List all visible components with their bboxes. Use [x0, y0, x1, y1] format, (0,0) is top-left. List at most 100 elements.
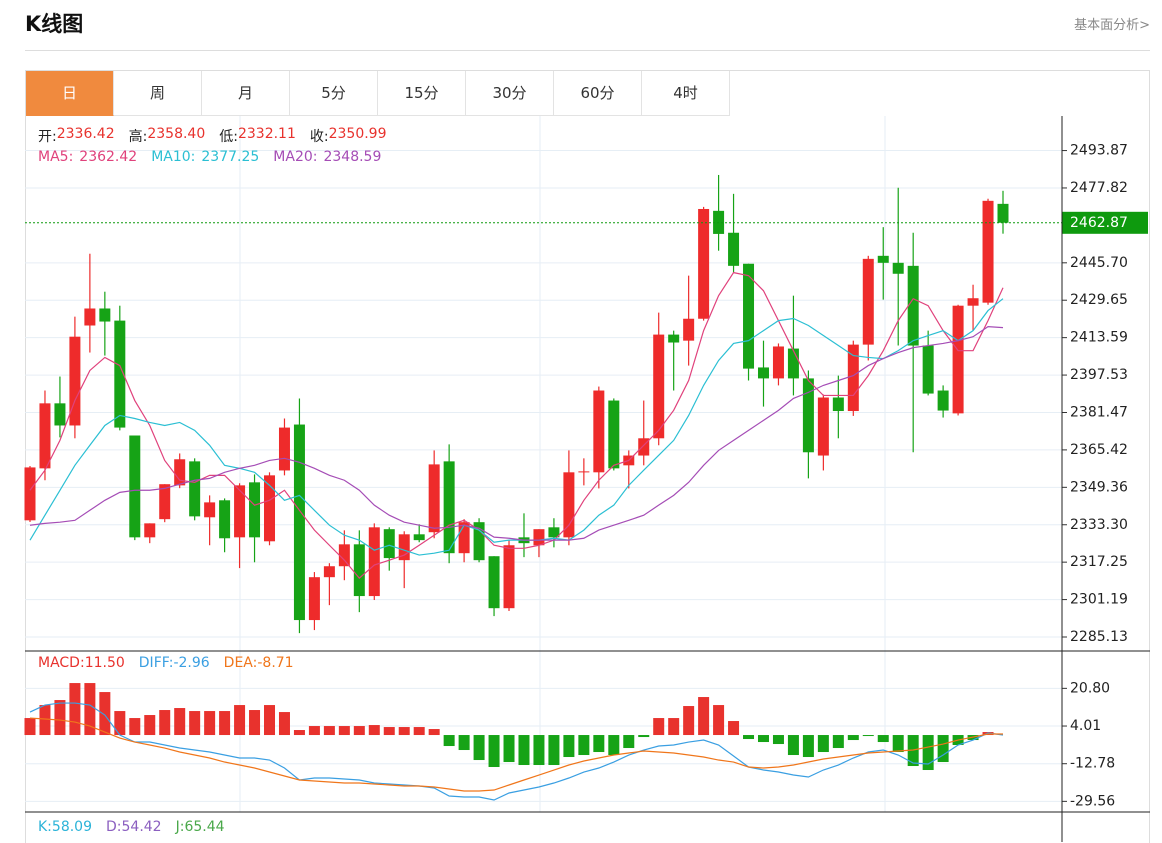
y-tick-label: -29.56: [1070, 793, 1115, 809]
candle-body: [608, 400, 620, 469]
period-tab[interactable]: 30分: [466, 71, 554, 116]
y-tick-label: 2429.65: [1070, 292, 1128, 308]
candle-body: [877, 255, 889, 263]
y-tick-label: 4.01: [1070, 718, 1101, 734]
candle-body: [129, 435, 141, 538]
candle-body: [428, 464, 440, 533]
period-tab[interactable]: 5分: [290, 71, 378, 116]
candle-body: [503, 545, 515, 609]
macd-bar: [368, 725, 380, 736]
candle-body: [338, 544, 350, 567]
period-tab[interactable]: 周: [114, 71, 202, 116]
candle-body: [533, 529, 545, 546]
candle-body: [937, 390, 949, 411]
chart-frame: [25, 70, 1150, 843]
candle-body: [473, 522, 485, 561]
candle-body: [69, 336, 81, 426]
macd-bar: [862, 735, 874, 737]
candle-body: [144, 523, 156, 538]
candle-body: [802, 378, 814, 453]
period-tab[interactable]: 月: [202, 71, 290, 116]
macd-bar: [488, 735, 500, 768]
ma-line: [29, 271, 1004, 579]
candle-body: [293, 424, 305, 621]
candle-body: [982, 200, 994, 303]
period-tab[interactable]: 4时: [642, 71, 730, 116]
candle-body: [772, 346, 784, 379]
info-value: 2350.99: [328, 126, 387, 142]
kdj-name: K:: [38, 819, 52, 835]
macd-bar: [473, 735, 485, 761]
candle-body: [922, 345, 934, 394]
y-tick-label: 2445.70: [1070, 255, 1128, 271]
ma-line: [29, 298, 1004, 556]
ma-line: [29, 326, 1004, 541]
macd-bar: [308, 726, 320, 736]
macd-bar: [39, 705, 51, 736]
candle-body: [368, 527, 380, 597]
macd-bar: [847, 735, 859, 741]
candle-body: [817, 397, 829, 456]
y-tick-label: 2493.87: [1070, 143, 1128, 159]
candle-body: [353, 544, 365, 597]
info-value: 2336.42: [56, 126, 115, 142]
y-tick-label: 2397.53: [1070, 367, 1128, 383]
macd-bar: [144, 715, 156, 736]
ohlc-info: 开: 2336.42 高: 2358.40 低: 2332.11 收: 2350.99: [38, 126, 387, 146]
candle-body: [99, 308, 111, 322]
candle-body: [952, 305, 964, 414]
macd-bar: [24, 718, 36, 736]
y-tick-label: 2301.19: [1070, 592, 1128, 608]
macd-bar: [189, 711, 201, 736]
page-title: K线图: [25, 12, 84, 36]
info-label: 高:: [128, 129, 148, 145]
last-price-label: 2462.87: [1070, 215, 1128, 231]
candle-body: [458, 522, 470, 554]
candle-body: [787, 348, 799, 379]
macd-bar: [503, 735, 515, 763]
ma-legend: MA5: 2362.42 MA10: 2377.25 MA20: 2348.59: [38, 149, 381, 165]
candle-body: [278, 427, 290, 471]
period-tab[interactable]: 15分: [378, 71, 466, 116]
y-tick-label: 2413.59: [1070, 330, 1128, 346]
macd-bar: [787, 735, 799, 756]
macd-bar: [234, 705, 246, 736]
candle-body: [862, 258, 874, 345]
macd-bar: [772, 735, 784, 745]
macd-bar: [204, 711, 216, 736]
kdj-name: J:: [175, 819, 185, 835]
candle-body: [847, 344, 859, 412]
candle-body: [967, 298, 979, 306]
period-tabs: 日周月 5分 15分 30分 60分 4时: [26, 71, 730, 116]
kdj-value: 65.44: [184, 819, 225, 835]
macd-bar: [548, 735, 560, 766]
macd-bar: [698, 697, 710, 736]
candle-body: [638, 438, 650, 456]
macd-line: [29, 717, 1003, 792]
candle-body: [593, 390, 605, 473]
candle-body: [84, 308, 96, 326]
divider: [25, 50, 1150, 51]
period-tab[interactable]: 日: [26, 71, 114, 116]
candle-body: [443, 461, 455, 554]
analysis-link[interactable]: 基本面分析>: [1074, 18, 1150, 33]
macd-bar: [323, 726, 335, 736]
macd-bar: [563, 735, 575, 758]
macd-bar: [338, 726, 350, 736]
period-tab[interactable]: 60分: [554, 71, 642, 116]
candle-body: [668, 334, 680, 343]
y-tick-label: 2381.47: [1070, 404, 1128, 420]
candle-body: [308, 577, 320, 621]
macd-bar: [728, 721, 740, 736]
macd-bar: [533, 735, 545, 766]
candle-body: [398, 534, 410, 561]
candle-body: [997, 203, 1009, 223]
kdj-value: 58.09: [51, 819, 92, 835]
macd-bar: [653, 718, 665, 736]
macd-bar: [174, 708, 186, 736]
macd-bar: [114, 711, 126, 736]
macd-legend: MACD: 11.50 DIFF: -2.96 DEA: -8.71: [38, 655, 294, 671]
candle-body: [174, 459, 186, 486]
macd-bar: [518, 735, 530, 766]
